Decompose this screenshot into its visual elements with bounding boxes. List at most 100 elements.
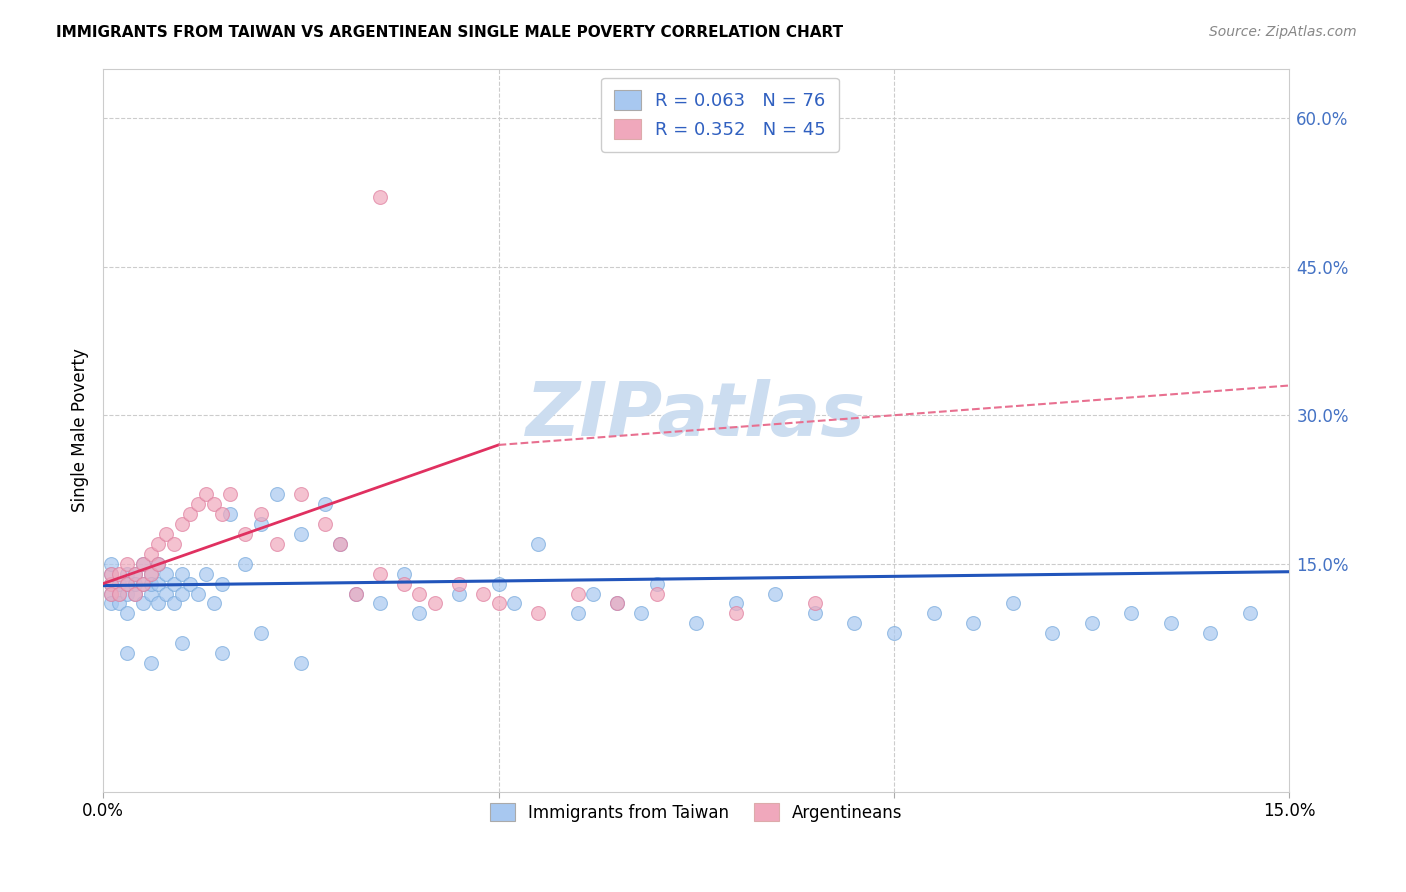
Point xyxy=(108,586,131,600)
Point xyxy=(115,586,138,600)
Point xyxy=(329,537,352,551)
Point xyxy=(368,190,391,204)
Point xyxy=(314,497,336,511)
Point xyxy=(218,508,240,522)
Point xyxy=(266,487,288,501)
Point xyxy=(148,537,170,551)
Point xyxy=(172,636,194,650)
Point xyxy=(368,596,391,610)
Point xyxy=(155,527,177,541)
Point xyxy=(211,508,233,522)
Point xyxy=(124,576,146,591)
Point xyxy=(115,557,138,571)
Point xyxy=(314,517,336,532)
Point xyxy=(131,557,153,571)
Point xyxy=(100,576,122,591)
Point xyxy=(155,566,177,581)
Point xyxy=(582,586,605,600)
Point xyxy=(408,607,430,621)
Point xyxy=(290,487,312,501)
Point xyxy=(115,646,138,660)
Point xyxy=(685,616,707,631)
Y-axis label: Single Male Poverty: Single Male Poverty xyxy=(72,348,89,512)
Point xyxy=(108,586,131,600)
Point xyxy=(172,517,194,532)
Point xyxy=(179,508,201,522)
Point xyxy=(100,586,122,600)
Point xyxy=(148,596,170,610)
Point xyxy=(344,586,367,600)
Point xyxy=(883,626,905,640)
Point xyxy=(250,626,273,640)
Point xyxy=(266,537,288,551)
Point xyxy=(108,596,131,610)
Point xyxy=(148,557,170,571)
Point xyxy=(148,576,170,591)
Point xyxy=(131,576,153,591)
Point xyxy=(290,527,312,541)
Point xyxy=(235,527,257,541)
Point xyxy=(645,576,668,591)
Point xyxy=(804,607,827,621)
Point xyxy=(131,557,153,571)
Point xyxy=(488,576,510,591)
Point xyxy=(115,576,138,591)
Point xyxy=(194,566,217,581)
Point xyxy=(108,576,131,591)
Point xyxy=(139,586,162,600)
Point xyxy=(115,566,138,581)
Point xyxy=(392,576,415,591)
Point xyxy=(124,566,146,581)
Point xyxy=(202,497,225,511)
Point xyxy=(567,607,589,621)
Point xyxy=(124,586,146,600)
Point xyxy=(844,616,866,631)
Point xyxy=(368,566,391,581)
Point xyxy=(131,596,153,610)
Point xyxy=(344,586,367,600)
Point xyxy=(211,646,233,660)
Point xyxy=(1199,626,1222,640)
Point xyxy=(724,596,747,610)
Text: IMMIGRANTS FROM TAIWAN VS ARGENTINEAN SINGLE MALE POVERTY CORRELATION CHART: IMMIGRANTS FROM TAIWAN VS ARGENTINEAN SI… xyxy=(56,25,844,40)
Point xyxy=(503,596,526,610)
Point xyxy=(172,566,194,581)
Point xyxy=(124,566,146,581)
Point xyxy=(1080,616,1102,631)
Point xyxy=(645,586,668,600)
Point xyxy=(527,607,550,621)
Point xyxy=(100,596,122,610)
Text: ZIPatlas: ZIPatlas xyxy=(526,379,866,452)
Point xyxy=(447,586,470,600)
Point xyxy=(187,586,209,600)
Point xyxy=(763,586,786,600)
Point xyxy=(139,576,162,591)
Point xyxy=(567,586,589,600)
Point xyxy=(172,586,194,600)
Point xyxy=(211,576,233,591)
Point xyxy=(124,586,146,600)
Point xyxy=(155,586,177,600)
Point xyxy=(218,487,240,501)
Point xyxy=(408,586,430,600)
Point xyxy=(1040,626,1063,640)
Point xyxy=(100,557,122,571)
Point xyxy=(471,586,494,600)
Point xyxy=(139,566,162,581)
Point xyxy=(202,596,225,610)
Point xyxy=(131,576,153,591)
Point xyxy=(187,497,209,511)
Legend: Immigrants from Taiwan, Argentineans: Immigrants from Taiwan, Argentineans xyxy=(481,795,911,830)
Point xyxy=(100,586,122,600)
Text: Source: ZipAtlas.com: Source: ZipAtlas.com xyxy=(1209,25,1357,39)
Point xyxy=(922,607,945,621)
Point xyxy=(148,557,170,571)
Point xyxy=(1121,607,1143,621)
Point xyxy=(1239,607,1261,621)
Point xyxy=(163,537,186,551)
Point xyxy=(139,566,162,581)
Point xyxy=(447,576,470,591)
Point xyxy=(163,576,186,591)
Point xyxy=(606,596,628,610)
Point xyxy=(527,537,550,551)
